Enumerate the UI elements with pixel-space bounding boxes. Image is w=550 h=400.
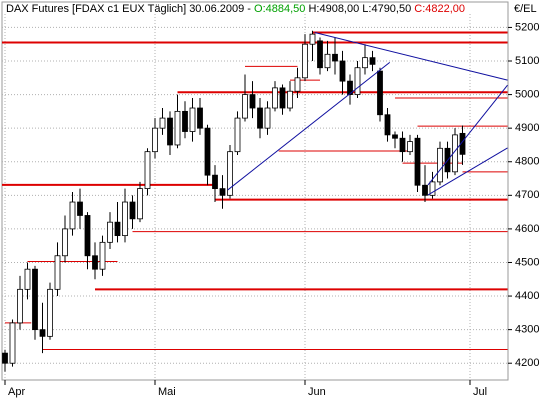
- x-tick-label: Jul: [473, 386, 487, 398]
- y-tick-label: 4800: [515, 156, 539, 168]
- candles: [2, 30, 466, 372]
- candle-body: [197, 107, 203, 129]
- candle-body: [212, 174, 218, 190]
- candle-body: [354, 67, 361, 95]
- candle-body: [414, 137, 421, 186]
- trendline: [427, 84, 508, 186]
- candle-body: [114, 221, 121, 237]
- axes: 4200 4300 4400 4500 4600 4700 4800 4900 5000 5100…: [4, 21, 539, 398]
- candle-body: [189, 107, 196, 132]
- plot-frame: [1, 1, 509, 381]
- y-tick-label: 4900: [515, 122, 539, 134]
- trendline: [314, 31, 508, 81]
- candle-body: [324, 53, 331, 69]
- candle-body: [437, 147, 443, 183]
- candle-body: [287, 90, 293, 109]
- open-text: O:4884,50: [254, 3, 305, 15]
- instrument: DAX Futures [FDAX c1 EUX Täglich] 30.06.…: [6, 3, 254, 15]
- candle-body: [84, 215, 91, 257]
- candle-body: [399, 137, 406, 153]
- trendline: [427, 147, 508, 196]
- candle-body: [369, 57, 376, 65]
- candle-body: [332, 53, 338, 62]
- candle-body: [17, 288, 23, 324]
- candle-body: [234, 117, 241, 153]
- candle-body: [347, 80, 353, 95]
- candle-body: [302, 43, 308, 79]
- y-tick-label: 4700: [515, 189, 539, 201]
- candle-body: [77, 201, 83, 216]
- y-tick-label: 5100: [515, 55, 539, 67]
- x-tick-label: Mai: [158, 386, 176, 398]
- candle-body: [362, 57, 368, 69]
- candle-body: [152, 127, 158, 153]
- high-low-text: H:4908,00 L:4790,50: [305, 3, 414, 15]
- candle-body: [167, 117, 173, 146]
- candle-body: [144, 151, 151, 190]
- candle-body: [24, 268, 31, 290]
- x-tick-label: Jun: [308, 386, 326, 398]
- candle-body: [62, 228, 68, 257]
- candle-body: [174, 110, 181, 146]
- candle-body: [377, 70, 383, 116]
- candle-body: [257, 107, 263, 129]
- candle-body: [204, 127, 211, 176]
- candle-body: [39, 329, 46, 337]
- y-tick-label: 5000: [515, 88, 539, 100]
- candle-body: [407, 141, 413, 153]
- candle-body: [459, 132, 466, 155]
- candle-body: [429, 181, 436, 196]
- candle-body: [242, 94, 248, 119]
- candle-body: [92, 255, 98, 270]
- trendlines: [227, 31, 508, 196]
- y-tick-label: 4500: [515, 256, 539, 268]
- candle-body: [227, 151, 233, 196]
- y-tick-label: 4200: [515, 357, 539, 369]
- candle-body: [54, 255, 61, 290]
- candle-body: [107, 221, 113, 243]
- candle-body: [129, 201, 136, 220]
- candle-body: [182, 110, 188, 132]
- candle-body: [69, 201, 76, 230]
- y-tick-label: 5200: [515, 21, 539, 33]
- candle-body: [384, 114, 391, 136]
- levels: [2, 31, 508, 350]
- trendline: [227, 61, 391, 191]
- candle-body: [32, 268, 38, 331]
- candle-body: [422, 184, 428, 196]
- candle-body: [9, 322, 16, 364]
- candle-body: [2, 352, 8, 364]
- x-tick-label: Apr: [8, 386, 25, 398]
- candle-body: [272, 87, 278, 109]
- candle-body: [339, 60, 346, 82]
- candle-body: [279, 87, 286, 109]
- candle-body: [159, 117, 166, 129]
- chart-header: DAX Futures [FDAX c1 EUX Täglich] 30.06.…: [6, 3, 465, 15]
- close-text: C:4822,00: [414, 3, 465, 15]
- candle-body: [122, 201, 128, 237]
- y-tick-label: 4600: [515, 223, 539, 235]
- candle-body: [219, 188, 226, 196]
- candle-body: [137, 188, 143, 220]
- y-tick-label: 4300: [515, 324, 539, 336]
- candle-body: [294, 77, 301, 92]
- candle-body: [47, 288, 53, 337]
- candle-body: [392, 134, 398, 139]
- y-tick-label: 4400: [515, 290, 539, 302]
- candle-body: [309, 33, 316, 45]
- candle-body: [264, 107, 271, 129]
- candle-body: [99, 241, 106, 270]
- candle-body: [249, 94, 256, 109]
- candle-body: [317, 40, 323, 69]
- candle-body: [452, 134, 458, 173]
- unit-label: €/EL: [514, 3, 537, 15]
